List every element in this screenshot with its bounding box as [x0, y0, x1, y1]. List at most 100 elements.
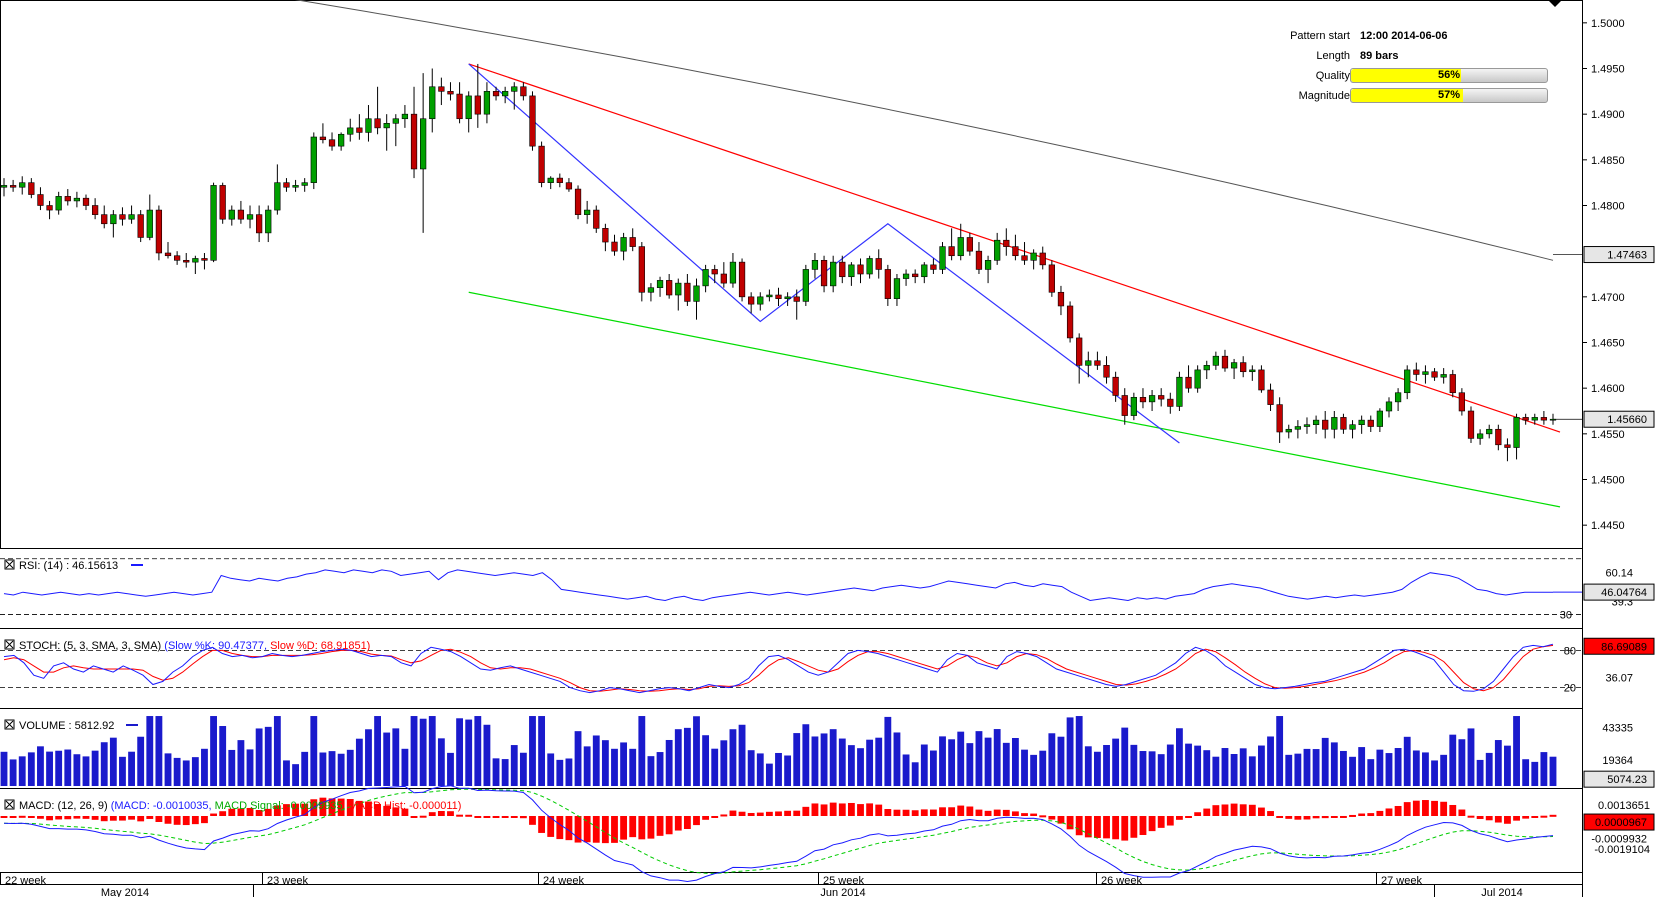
macd-histogram-bar — [146, 816, 154, 819]
candle — [1103, 356, 1110, 384]
week-label: 25 week — [823, 875, 864, 887]
candle-body — [1130, 396, 1137, 416]
macd-histogram-bar — [1458, 809, 1466, 816]
macd-histogram-bar — [1021, 813, 1028, 816]
candle — [1021, 242, 1028, 265]
candle — [283, 178, 290, 192]
volume-bar — [829, 729, 837, 786]
candle-body — [237, 209, 245, 220]
macd-histogram-bar — [365, 801, 372, 816]
volume-bar — [428, 716, 436, 786]
candle — [820, 255, 828, 293]
svg-text:MACD: (12, 26, 9) (MACD: -0.00: MACD: (12, 26, 9) (MACD: -0.0010035, MAC… — [19, 800, 461, 812]
macd-histogram-bar — [246, 807, 254, 816]
volume-bar — [1403, 736, 1411, 786]
stoch-tick-label: 80 — [1564, 645, 1576, 657]
volume-bar — [875, 737, 883, 786]
scroll-marker-icon[interactable] — [1548, 0, 1562, 7]
stoch-tag — [1583, 637, 1655, 655]
macd-histogram-bar — [1358, 813, 1366, 816]
macd-histogram-bar — [328, 798, 336, 816]
volume-bar — [1011, 738, 1019, 786]
volume-bar — [55, 750, 63, 786]
macd-histogram-bar — [620, 816, 628, 840]
candle — [1322, 411, 1329, 439]
volume-bar — [1476, 759, 1484, 786]
candle — [611, 234, 618, 256]
macd-label[interactable]: MACD: (12, 26, 9) (MACD: -0.0010035, MAC… — [4, 799, 461, 812]
candle — [1057, 285, 1065, 316]
time-axis: 22 week 23 week 24 week 25 week 26 week 27 we… — [0, 872, 1582, 897]
macd-histogram-bar — [775, 811, 782, 816]
candle — [164, 242, 172, 259]
stoch-k-line — [3, 643, 1554, 694]
candle-body — [1285, 428, 1292, 433]
candle-body — [119, 214, 126, 220]
volume-bar — [173, 757, 181, 786]
macd-histogram-bar — [27, 816, 35, 818]
rsi-label[interactable]: RSI: (14) : 46.15613 — [4, 559, 143, 572]
week-label: 26 week — [1101, 875, 1142, 887]
candle-body — [820, 259, 828, 287]
candle — [1121, 388, 1128, 425]
candle-body — [137, 214, 144, 238]
last-price-tag-text: 1.45660 — [1607, 414, 1647, 426]
macd-histogram-bar — [510, 816, 518, 818]
volume-bar — [437, 738, 445, 786]
macd-histogram-bar — [929, 809, 937, 816]
volume-bar — [164, 753, 172, 786]
volume-bar — [301, 751, 309, 786]
volume-bar — [729, 729, 737, 786]
candle-body — [939, 246, 946, 270]
price-tick-label: 1.4450 — [1591, 520, 1625, 532]
volume-bar — [565, 758, 573, 786]
candle — [1404, 365, 1411, 400]
candle — [1531, 413, 1538, 425]
rsi-tag-text: 46.04764 — [1601, 587, 1647, 599]
macd-histogram-bar — [902, 809, 910, 816]
candle — [1413, 362, 1420, 381]
pattern-zigzag-line — [468, 63, 1180, 444]
volume-bar — [629, 748, 637, 786]
candle — [1085, 351, 1092, 378]
candle-body — [1148, 395, 1156, 403]
price-tick-label: 1.4800 — [1591, 201, 1625, 213]
candle-body — [1003, 239, 1010, 247]
candle-body — [620, 237, 627, 252]
macd-histogram-bar — [820, 804, 828, 816]
candle — [319, 123, 327, 144]
candle-body — [984, 259, 992, 270]
volume-bar — [64, 749, 72, 786]
candle — [529, 91, 536, 151]
macd-histogram-bar — [91, 816, 99, 820]
macd-histogram-bar — [911, 810, 919, 816]
volume-bar — [720, 740, 728, 786]
volume-bar — [219, 726, 227, 786]
candle-body — [1413, 369, 1420, 375]
price-panel — [0, 0, 1582, 508]
candle-body — [1349, 424, 1356, 430]
candle-body — [775, 294, 782, 299]
candle — [893, 274, 901, 306]
candle — [1003, 228, 1010, 256]
pattern-info-box: Pattern start 12:00 2014-06-06 Length 89… — [1230, 28, 1560, 118]
volume-bar — [866, 739, 874, 786]
macd-histogram-bar — [529, 816, 536, 825]
volume-bar — [91, 750, 99, 786]
macd-histogram-bar — [46, 816, 53, 821]
candle-body — [347, 127, 354, 135]
stoch-label[interactable]: STOCH: (5, 3, SMA, 3, SMA) (Slow %K: 90.… — [4, 639, 370, 652]
macd-histogram-bar — [109, 816, 117, 821]
volume-bar — [1248, 756, 1256, 786]
macd-histogram-bar — [1321, 816, 1329, 819]
macd-histogram-bar — [784, 810, 792, 816]
macd-histogram-bar — [374, 803, 381, 816]
macd-histogram-bar — [966, 806, 974, 816]
volume-bar — [838, 738, 846, 786]
candle-body — [155, 209, 163, 254]
volume-bar — [738, 724, 746, 786]
volume-label[interactable]: VOLUME : 5812.92 — [4, 719, 138, 732]
candle — [274, 164, 281, 215]
pattern-start-value: 12:00 2014-06-06 — [1360, 30, 1448, 42]
